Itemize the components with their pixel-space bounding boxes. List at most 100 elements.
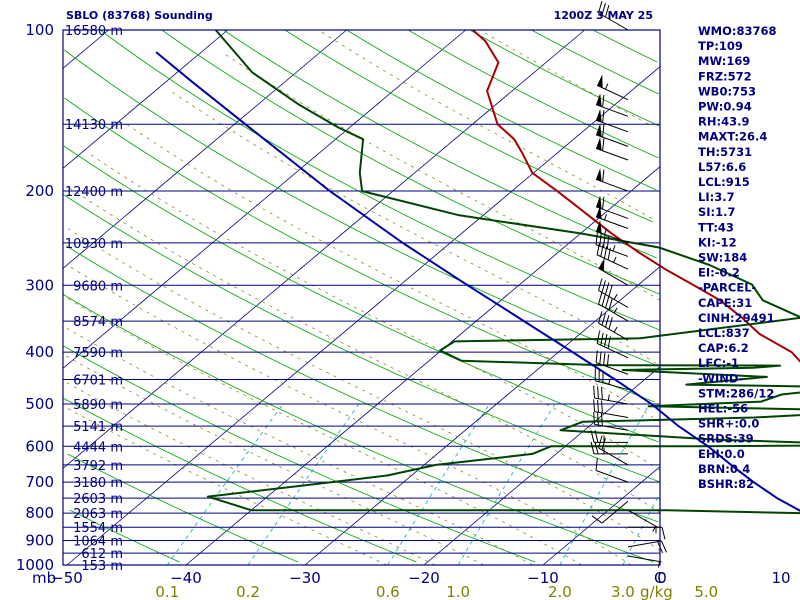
- isotherm-line: [62, 29, 109, 69]
- isobar-lines: [63, 29, 660, 566]
- dry-adiabat-line: [62, 293, 654, 563]
- dry-adiabat-line: [64, 49, 659, 367]
- moist-adiabat-line: [65, 184, 661, 514]
- dry-adiabat-line: [284, 29, 654, 223]
- moist-adiabat-line: [67, 228, 661, 551]
- wind-barbs: [590, 0, 667, 568]
- dry-adiabat-line: [62, 397, 417, 563]
- height-label: 612 m: [81, 547, 123, 562]
- mixing-ratio-label: 0.6: [376, 583, 400, 600]
- wind-barb: [593, 399, 629, 418]
- dry-adiabat-line: [223, 29, 657, 259]
- isotherm-line: [185, 166, 661, 566]
- index-line: TT:43: [698, 220, 734, 234]
- wind-barb: [598, 311, 629, 341]
- wind-barb: [595, 458, 629, 483]
- wind-barb: [598, 292, 629, 322]
- isotherm-line: [304, 266, 661, 566]
- wind-barb: [595, 168, 629, 192]
- height-label: 7590 m: [73, 346, 123, 361]
- mixing-ratio-label: 2.0: [548, 583, 572, 600]
- chart-time: 1200Z 3 MAY 25: [554, 9, 653, 22]
- height-label: 1554 m: [73, 521, 123, 536]
- wind-barb: [595, 93, 629, 117]
- mixing-ratio-label: 0.1: [155, 583, 179, 600]
- pressure-tick-label: 200: [25, 182, 54, 200]
- wind-barb: [598, 278, 629, 308]
- pressure-tick-label: 700: [25, 473, 54, 491]
- index-line: WMO:83768: [698, 24, 777, 38]
- index-line: L57:6.6: [698, 160, 746, 174]
- dry-adiabat-line: [407, 29, 659, 159]
- temperature-axis-labels: −50−40−30−20−10010203040: [51, 569, 790, 587]
- x-unit-left: mb: [32, 569, 56, 587]
- dry-adiabat-line: [63, 145, 659, 443]
- index-line: SHR+:0.0: [698, 417, 759, 431]
- dewpoint-trace: [206, 29, 800, 515]
- height-label: 153 m: [81, 559, 123, 574]
- index-line: CAPE:31: [698, 296, 752, 310]
- index-line: RH:43.9: [698, 115, 749, 129]
- pressure-tick-label: 100: [25, 21, 54, 39]
- profile-series: [155, 29, 800, 515]
- height-label: 4444 m: [73, 440, 123, 455]
- wind-barb: [627, 555, 662, 568]
- height-label: 10930 m: [65, 237, 123, 252]
- index-line: SW:184: [698, 251, 747, 265]
- index-line: -WIND-: [698, 371, 744, 385]
- isotherm-line: [542, 466, 661, 566]
- index-line: BRN:0.4: [698, 462, 750, 476]
- wind-barb: [593, 412, 629, 431]
- height-labels: 16580 m 14130 m 12400 m 10930 m 9680 m 8574 m…: [65, 24, 123, 574]
- isotherm-line: [423, 366, 661, 566]
- pressure-tick-label: 500: [25, 395, 54, 413]
- wind-barb: [595, 123, 629, 147]
- index-line: PW:0.94: [698, 100, 752, 114]
- index-line: SRDS:39: [698, 432, 754, 446]
- dry-adiabat-line: [63, 345, 536, 563]
- moist-adiabat-line: [126, 123, 661, 423]
- isotherm-line: [62, 29, 347, 269]
- pressure-tick-label: 900: [25, 532, 54, 550]
- mixing-ratio-label: 0.2: [236, 583, 260, 600]
- dry-adiabat-line: [161, 29, 660, 295]
- wind-barb: [595, 232, 629, 257]
- plot-frame: [62, 29, 661, 566]
- pressure-axis-labels: 100 200 300 400 500 600 700 800 900 1000: [16, 21, 54, 574]
- index-line: MAXT:26.4: [698, 130, 767, 144]
- wind-barb: [595, 219, 629, 244]
- temperature-tick-label: −40: [170, 569, 202, 587]
- index-line: CINH:29491: [698, 311, 775, 325]
- temperature-trace: [472, 29, 800, 363]
- mixing-ratio-label: 1.0: [446, 583, 470, 600]
- height-label: 3792 m: [73, 459, 123, 474]
- wind-barb: [595, 137, 629, 161]
- mixing-ratio-label: 3.0: [611, 583, 635, 600]
- temperature-tick-label: 10: [771, 569, 790, 587]
- index-line: LFC:-1: [698, 356, 739, 370]
- dry-adiabat-line: [346, 29, 657, 191]
- mixing-ratio-label: 5.0: [694, 583, 718, 600]
- dry-adiabat-line: [531, 29, 659, 95]
- index-line: EI:-0.2: [698, 266, 740, 280]
- height-label: 9680 m: [73, 279, 123, 294]
- index-line: LI:3.7: [698, 190, 735, 204]
- mixing-ratio-line: [457, 403, 556, 566]
- dry-adiabat-line: [66, 245, 659, 523]
- dry-adiabat-line: [469, 29, 660, 127]
- dry-adiabat-line: [99, 29, 660, 331]
- pressure-tick-label: 400: [25, 343, 54, 361]
- wind-barb: [591, 500, 629, 524]
- wind-barb: [596, 331, 629, 359]
- isotherm-line: [62, 29, 228, 169]
- dry-adiabat-lines: [62, 29, 661, 563]
- temperature-tick-label: −20: [408, 569, 440, 587]
- pressure-tick-label: 300: [25, 276, 54, 294]
- index-line: WB0:753: [698, 84, 756, 98]
- moist-adiabat-line: [170, 90, 657, 364]
- index-line: FRZ:572: [698, 69, 752, 83]
- index-line: MW:169: [698, 54, 750, 68]
- moist-adiabat-line: [221, 51, 661, 301]
- height-label: 16580 m: [65, 24, 123, 39]
- moist-adiabat-lines: [63, 29, 661, 566]
